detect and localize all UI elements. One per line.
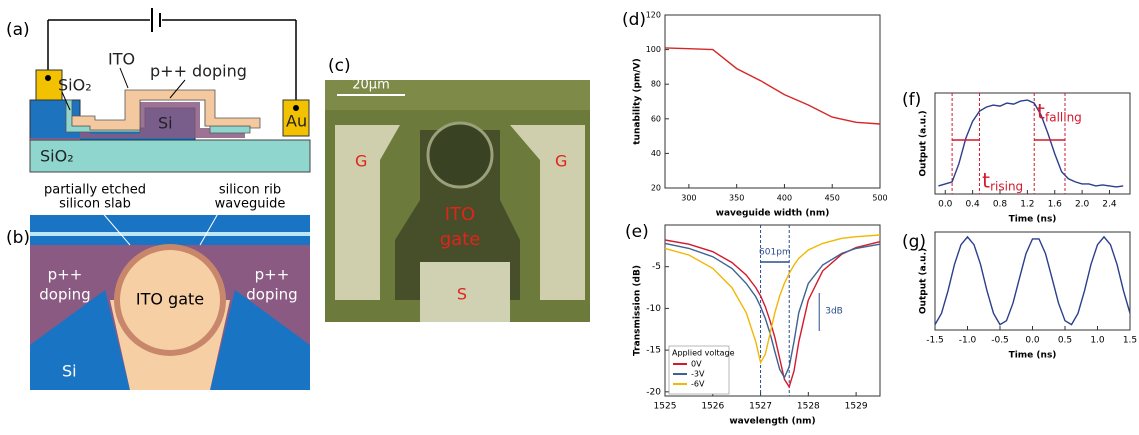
x-axis-label: wavelength (nm) (729, 417, 815, 427)
panel-label: (b) (6, 228, 30, 248)
x-tick-label: 350 (729, 194, 744, 203)
x-tick-label: -1.0 (959, 336, 977, 346)
label: ITO (108, 50, 135, 69)
x-tick-label: 0.0 (1025, 336, 1040, 346)
data-line (664, 234, 881, 365)
annotation-sub: falling (1045, 111, 1082, 125)
label: gate (440, 229, 481, 250)
plot-frame (934, 92, 1131, 195)
y-tick-label: 60 (651, 114, 661, 123)
legend-label: -3V (691, 370, 705, 379)
y-tick-label: 80 (651, 80, 661, 89)
data-line (664, 242, 881, 380)
annotation: 3dB (825, 307, 843, 317)
label: G (555, 152, 567, 171)
label: ITO (445, 204, 475, 225)
y-tick-label: 100 (646, 45, 661, 54)
legend-box (668, 345, 730, 395)
label: p++ doping (150, 62, 247, 81)
x-tick-label: 0.0 (938, 200, 953, 210)
label: doping (246, 286, 297, 304)
x-tick-label: 2.4 (1102, 200, 1117, 210)
x-tick-label: 1.5 (1123, 336, 1137, 346)
label: partially etched (44, 183, 146, 198)
y-tick-label: -10 (646, 304, 661, 314)
data-line (664, 47, 881, 125)
x-tick-label: -0.5 (991, 336, 1009, 346)
x-tick-label: 1528 (797, 402, 820, 412)
y-tick-label: 20 (651, 184, 661, 193)
legend-label: 0V (691, 360, 702, 369)
label: silicon rib (219, 183, 281, 198)
charts: (d) 300 350 400 450 500 20 40 60 80 100 120 waveguid… (622, 10, 1137, 427)
panel-a: (a) ITO p++ doping SiO₂ Si Au SiO₂ (6, 8, 311, 173)
label: p++ (255, 266, 290, 284)
annotation: t (1037, 100, 1045, 124)
x-tick-label: -1.5 (926, 336, 944, 346)
plot-frame (934, 231, 1131, 331)
label: S (457, 285, 467, 304)
y-tick-label: 120 (646, 11, 661, 20)
x-axis-label: Time (ns) (1009, 215, 1057, 225)
data-line (938, 99, 1124, 188)
x-tick-label: 0.4 (965, 200, 980, 210)
label: silicon slab (59, 197, 131, 212)
panel-label: (c) (328, 56, 351, 76)
x-tick-label: 1529 (845, 402, 868, 412)
panel-label: (f) (902, 90, 921, 110)
y-axis-label: Output (a.u.) (919, 248, 929, 314)
label: doping (39, 286, 90, 304)
label: p++ (48, 266, 83, 284)
x-tick-label: 1.0 (1090, 336, 1105, 346)
panel-b: (b) partially etched silicon slab silico… (6, 183, 310, 390)
legend-label: -6V (691, 380, 705, 389)
annotation: t (982, 169, 990, 193)
y-axis-label: tunability (pm/V) (633, 58, 643, 145)
x-tick-label: 1.6 (1048, 200, 1063, 210)
panel-c: (c) 20μm G G ITO gate S (325, 56, 590, 322)
x-tick-label: 1.2 (1020, 200, 1034, 210)
x-tick-label: 0.5 (1058, 336, 1072, 346)
x-axis-label: waveguide width (nm) (716, 209, 830, 219)
y-tick-label: 40 (651, 149, 661, 158)
x-tick-label: 0.8 (993, 200, 1008, 210)
label: G (355, 152, 367, 171)
panel-label: (e) (625, 222, 649, 242)
x-axis-label: Time (ns) (1009, 351, 1057, 361)
panel-label: (a) (6, 20, 30, 40)
y-axis-label: Transmission (dB) (633, 265, 643, 356)
plot-frame (664, 224, 881, 397)
label: waveguide (215, 197, 286, 212)
x-tick-label: 1526 (701, 402, 724, 412)
data-line (934, 235, 1131, 326)
y-axis-label: Output (a.u.) (919, 110, 929, 176)
panel-label: (g) (902, 232, 926, 252)
panel-label: (d) (622, 10, 646, 30)
label: SiO₂ (40, 147, 74, 166)
data-line (664, 239, 881, 389)
x-tick-label: 1527 (749, 402, 772, 412)
annotation: 601pm (759, 248, 791, 258)
label: ITO gate (136, 290, 204, 309)
label: Si (158, 114, 173, 133)
x-tick-label: 1525 (654, 402, 677, 412)
plot-frame (664, 14, 881, 189)
x-tick-label: 300 (681, 194, 696, 203)
label: Si (62, 362, 77, 381)
x-tick-label: 2.0 (1075, 200, 1090, 210)
label: SiO₂ (58, 76, 92, 95)
annotation-sub: rising (990, 180, 1023, 194)
label: 20μm (352, 78, 389, 93)
y-tick-label: -5 (652, 262, 661, 272)
legend-title: Applied voltage (672, 349, 735, 358)
x-tick-label: 450 (825, 194, 840, 203)
y-tick-label: -20 (646, 387, 661, 397)
x-tick-label: 400 (777, 194, 792, 203)
label: Au (286, 112, 307, 131)
y-tick-label: -15 (646, 346, 661, 356)
x-tick-label: 500 (872, 194, 887, 203)
